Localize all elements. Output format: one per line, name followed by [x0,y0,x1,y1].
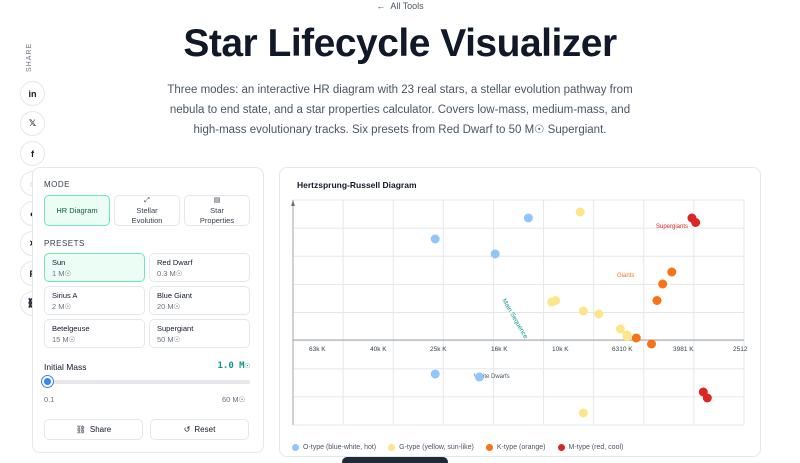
preset-red-dwarf-button[interactable]: Red Dwarf 0.3 M☉ [149,253,250,282]
legend-item-o-type: O-type (blue-white, hot) [292,444,376,451]
x-tick-label: 10k K [552,346,569,353]
preset-betelgeuse-button[interactable]: Betelgeuse 15 M☉ [44,319,145,348]
x-tick-label: 25k K [430,346,447,353]
star-point [594,309,604,319]
preset-sirius-a-button[interactable]: Sirius A 2 M☉ [44,286,145,315]
star-point [578,306,588,316]
x-tick-label: 6310 K [612,346,633,353]
preset-sun-button[interactable]: Sun 1 M☉ [44,253,145,282]
back-to-tools-link[interactable]: ← All Tools [0,1,800,11]
share-x-button[interactable]: 𝕏 [20,111,45,136]
star-point [490,249,500,259]
preset-mass: 1 M☉ [52,269,72,278]
floating-toolbar[interactable] [342,457,448,463]
annotation-main-sequence: Main Sequence [500,298,529,341]
calculator-icon: ▤ [213,196,221,204]
x-tick-label: 16k K [491,346,508,353]
preset-mass: 20 M☉ [157,302,181,311]
mode-evolution-label: Stellar Evolution [131,205,163,225]
annotation-white-dwarfs: White Dwarfs [474,374,510,380]
star-point [474,372,484,382]
star-point [646,339,656,349]
star-point [575,207,585,217]
legend-label: G-type (yellow, sun-like) [399,444,474,451]
share-linkedin-button[interactable]: in [20,81,45,106]
star-point [430,369,440,379]
preset-name: Blue Giant [157,291,193,300]
preset-name: Supergiant [157,324,194,333]
preset-supergiant-button[interactable]: Supergiant 50 M☉ [149,319,250,348]
mode-star-properties-button[interactable]: ▤ Star Properties [184,195,250,226]
mass-range-min: 0.1 [44,395,55,404]
legend-label: K-type (orange) [496,444,546,451]
mode-stellar-evolution-button[interactable]: ⤢ Stellar Evolution [114,195,180,226]
preset-blue-giant-button[interactable]: Blue Giant 20 M☉ [149,286,250,315]
x-tick-label: 2512 [733,346,748,353]
link-icon: ⛓ [75,425,86,434]
legend-item-m-type: M-type (red, cool) [557,444,624,451]
legend-label: O-type (blue-white, hot) [303,444,377,451]
star-point [631,333,641,343]
preset-name: Sirius A [52,291,78,300]
initial-mass-label: Initial Mass [44,362,87,372]
legend-swatch [557,444,565,451]
x-tick-label: 3981 K [673,346,694,353]
evolution-icon: ⤢ [144,196,150,204]
mass-slider-thumb[interactable] [42,376,54,387]
star-point [652,296,662,305]
mode-hr-label: HR Diagram [56,205,98,215]
preset-mass: 2 M☉ [52,302,72,311]
star-point [578,408,588,418]
back-link-label: All Tools [390,1,424,11]
preset-mass: 50 M☉ [157,335,181,344]
star-point [667,267,677,277]
share-button-label: Share [89,425,112,434]
legend-swatch [388,444,396,451]
preset-name: Sun [52,258,66,267]
legend-item-g-type: G-type (yellow, sun-like) [388,444,474,451]
legend-label: M-type (red, cool) [568,444,624,451]
star-point [658,279,668,289]
star-point [615,324,625,334]
star-point [430,234,440,244]
arrow-left-icon: ← [376,1,386,11]
initial-mass-value: 1.0 M☉ [217,361,250,371]
chart-title: Hertzsprung-Russell Diagram [297,180,417,190]
mode-hr-diagram-button[interactable]: HR Diagram [44,195,110,226]
preset-mass: 0.3 M☉ [157,269,183,278]
reset-button[interactable]: ↺ Reset [150,419,249,440]
legend-swatch [485,444,493,451]
share-facebook-button[interactable]: f [20,141,45,166]
page-description: Three modes: an interactive HR diagram w… [167,84,633,136]
reset-button-label: Reset [194,425,216,434]
mass-range-max: 60 M☉ [222,395,246,404]
y-axis-arrow [291,200,295,206]
star-point [551,296,561,305]
x-icon: 𝕏 [28,118,37,128]
preset-name: Red Dwarf [157,258,193,267]
preset-mass: 15 M☉ [52,335,76,344]
star-point [523,213,533,223]
facebook-icon: f [31,148,34,159]
x-tick-label: 63k K [309,346,326,353]
linkedin-icon: in [28,88,37,99]
legend-swatch [292,444,299,451]
mode-section-label: MODE [44,180,70,189]
annotation-supergiants: Supergiants [656,224,688,230]
legend-item-k-type: K-type (orange) [485,444,546,451]
presets-section-label: PRESETS [44,239,85,248]
annotation-giants: Giants [617,273,634,279]
star-point [691,218,701,227]
page-title: Star Lifecycle Visualizer [183,22,617,65]
mode-properties-label: Star Properties [199,205,235,225]
chart-legend: O-type (blue-white, hot) G-type (yellow,… [292,444,623,451]
preset-name: Betelgeuse [52,324,90,333]
star-point [702,393,712,403]
star-point [622,332,632,341]
reset-icon: ↺ [183,425,191,434]
share-button[interactable]: ⛓ Share [44,419,143,440]
x-tick-label: 40k K [370,346,387,353]
